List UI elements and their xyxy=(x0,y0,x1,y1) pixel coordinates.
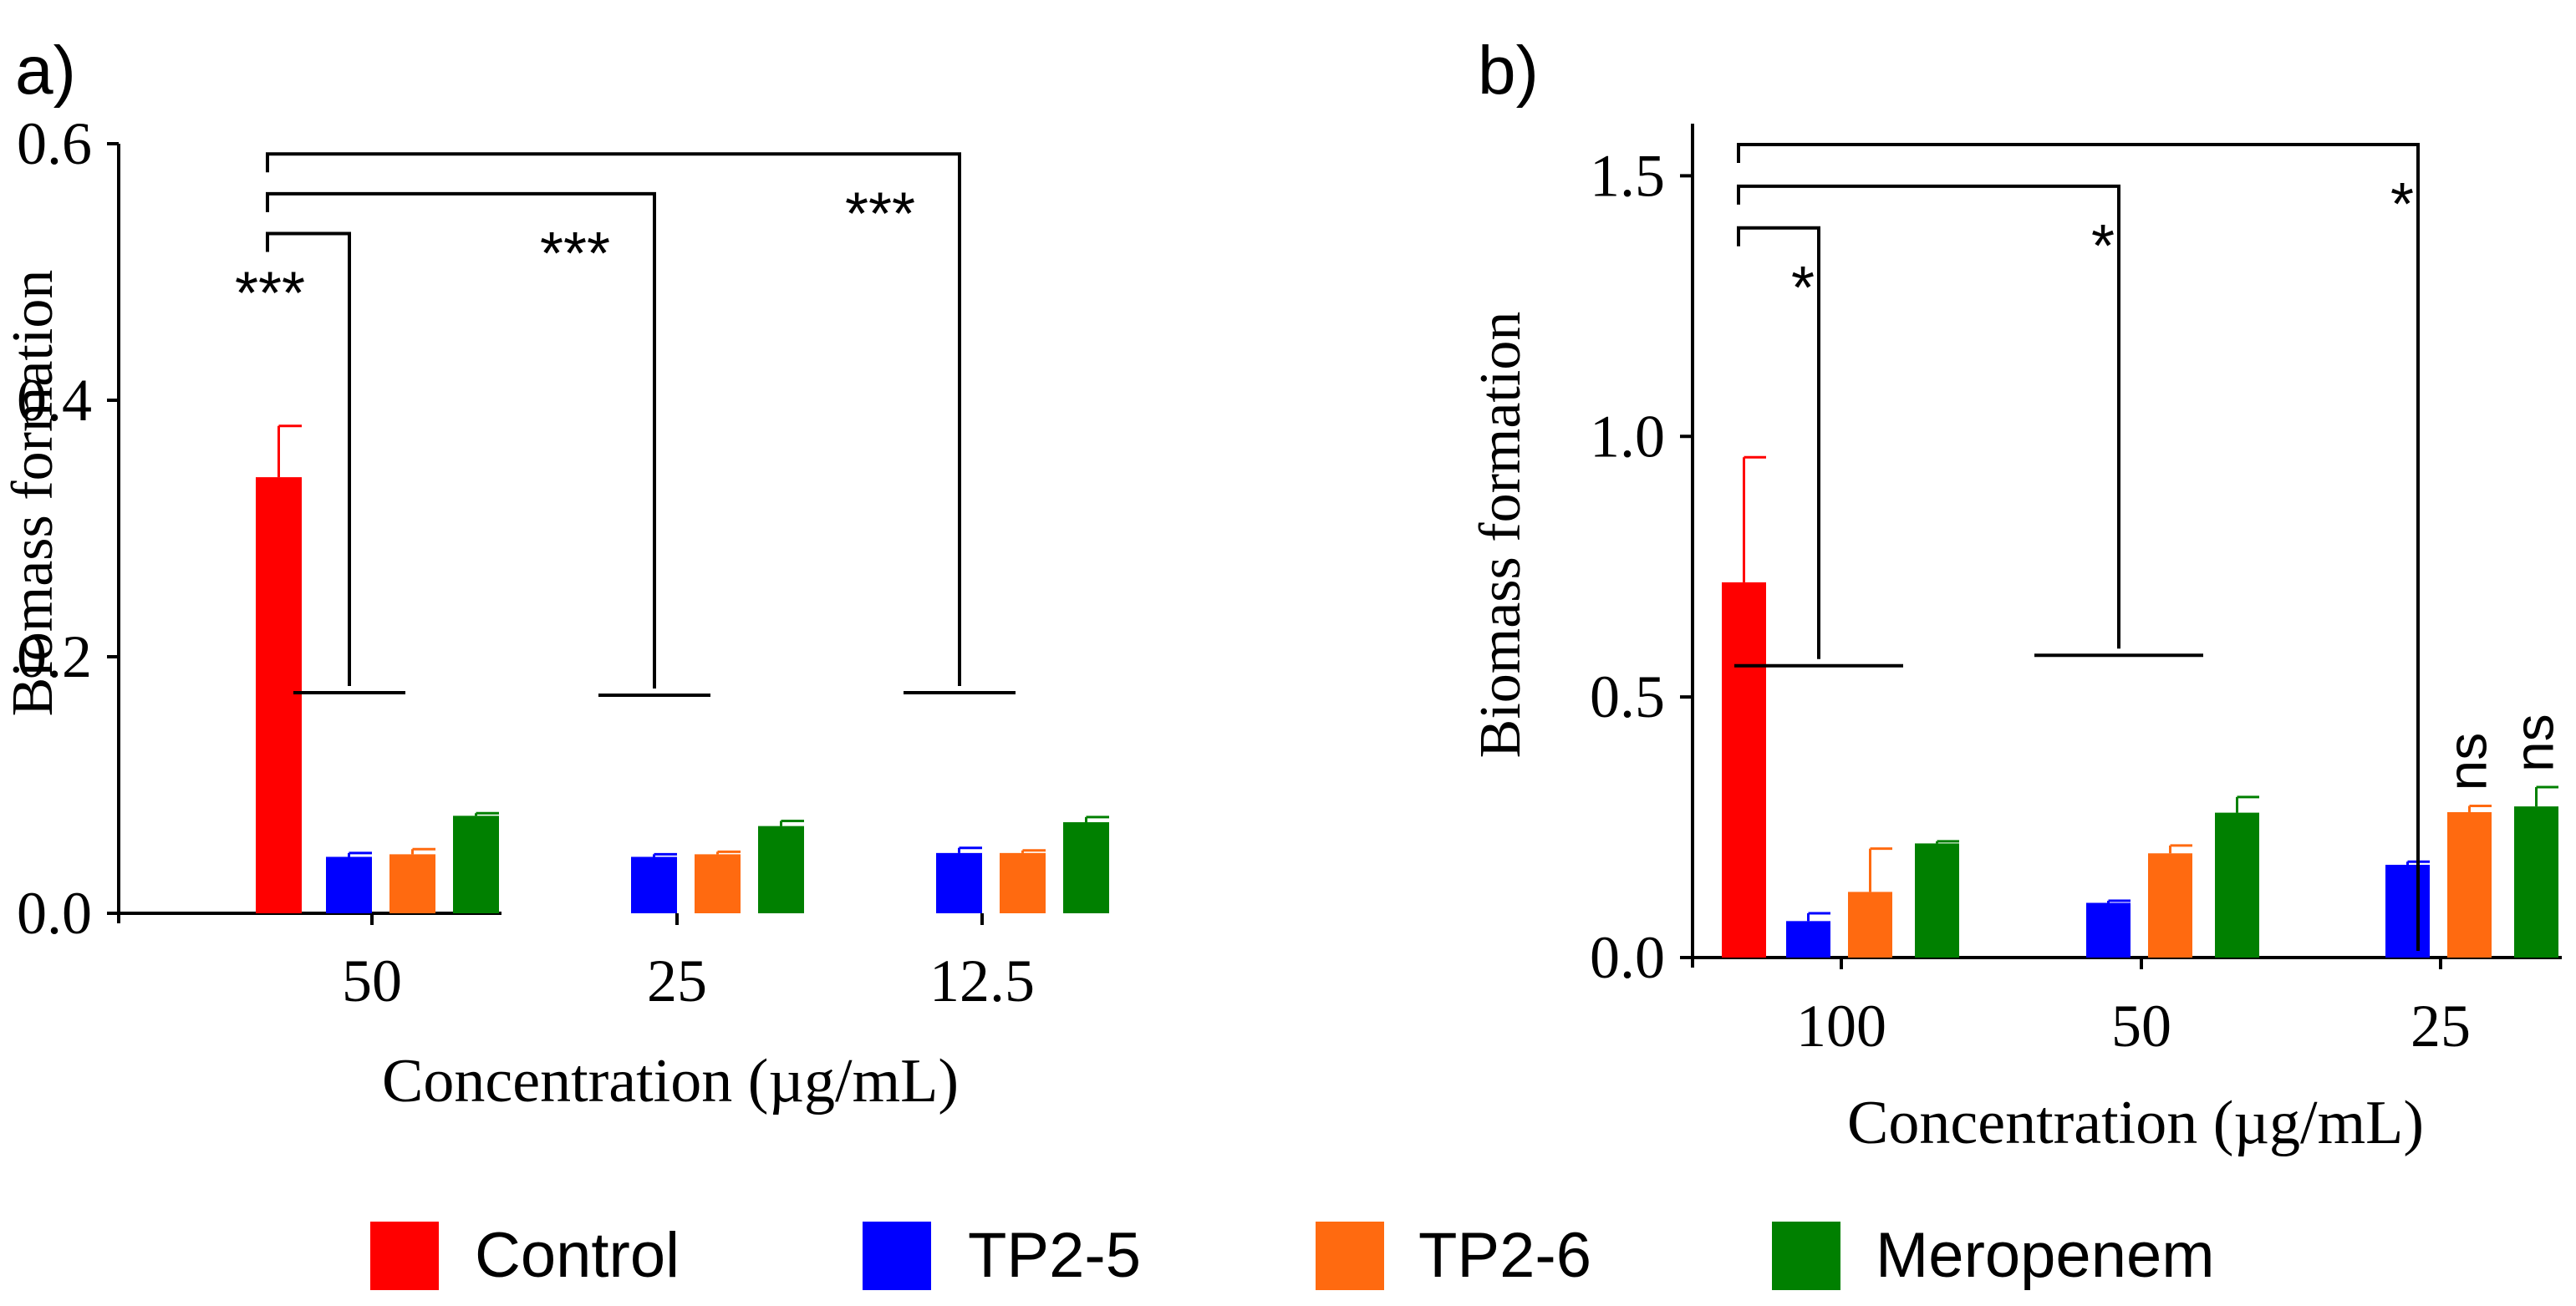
bar xyxy=(2447,811,2492,958)
significance-bracket xyxy=(1737,184,2120,649)
legend-label: TP2-6 xyxy=(1418,1220,1591,1291)
significance-bracket xyxy=(266,231,351,686)
y-tick-label: 0.0 xyxy=(1590,924,1665,991)
bar xyxy=(1786,921,1830,958)
axes: 0.0 0.2 0.4 0.6 50 25 12.5 xyxy=(17,110,1035,1014)
x-axis-label: Concentration (µg/mL) xyxy=(1847,1089,2424,1157)
bar xyxy=(2148,853,2192,958)
y-tick-label: 1.0 xyxy=(1590,403,1665,470)
y-tick-label: 0.2 xyxy=(17,623,92,690)
ns-annotation: ns xyxy=(2503,714,2565,772)
significance-label: * xyxy=(1791,255,1815,322)
legend-label: Control xyxy=(475,1220,680,1291)
x-tick-label: 50 xyxy=(2111,993,2171,1060)
y-axis-label: Biomass formation xyxy=(1469,312,1533,759)
panel-label: a) xyxy=(15,33,76,109)
legend-swatch xyxy=(370,1222,439,1290)
bar xyxy=(1000,852,1046,913)
significance-label: *** xyxy=(845,180,915,247)
bars xyxy=(1722,455,2558,958)
x-tick-label: 12.5 xyxy=(929,948,1035,1014)
y-tick-label: 0.6 xyxy=(17,110,92,177)
bar xyxy=(2215,812,2259,958)
bar xyxy=(389,854,435,913)
bar xyxy=(1063,822,1109,913)
significance-bracket xyxy=(1737,226,1820,659)
significance-bracket xyxy=(266,191,656,689)
y-tick-label: 0.4 xyxy=(17,367,92,434)
panel-b: b) Biomass formation Concentration (µg/m… xyxy=(1469,33,2565,1157)
y-tick-label: 1.5 xyxy=(1590,142,1665,209)
significance-label: * xyxy=(2091,213,2115,280)
legend-swatch xyxy=(1772,1222,1840,1290)
bar xyxy=(256,477,302,913)
x-tick-label: 100 xyxy=(1796,993,1886,1060)
bar xyxy=(2514,806,2558,958)
annotations: ns ns xyxy=(2436,714,2565,790)
ns-annotation: ns xyxy=(2436,733,2498,791)
bar xyxy=(2385,864,2430,958)
bar xyxy=(936,852,982,913)
x-tick-label: 50 xyxy=(342,948,402,1014)
legend-label: Meropenem xyxy=(1876,1220,2215,1291)
significance-brackets: *** *** *** xyxy=(235,152,1016,698)
legend-swatch xyxy=(1316,1222,1384,1290)
x-tick-label: 25 xyxy=(2411,993,2471,1060)
significance-bracket xyxy=(1737,142,2420,951)
significance-label: * xyxy=(2390,171,2414,238)
bar xyxy=(326,856,372,913)
bar xyxy=(631,856,677,913)
x-tick-label: 25 xyxy=(647,948,707,1014)
significance-label: *** xyxy=(540,221,610,287)
panel-a: a) Biomass formation Concentration (µg/m… xyxy=(1,33,1109,1115)
legend: Control TP2-5 TP2-6 Meropenem xyxy=(370,1220,2215,1291)
y-axis-label: Biomass formation xyxy=(1,270,65,717)
bar xyxy=(2086,902,2131,958)
bar xyxy=(453,816,499,913)
bar xyxy=(1722,582,1766,958)
bar xyxy=(1848,892,1892,958)
legend-swatch xyxy=(863,1222,931,1290)
panel-label: b) xyxy=(1478,33,1539,109)
y-tick-label: 0.5 xyxy=(1590,663,1665,730)
bar xyxy=(758,826,804,913)
bars xyxy=(256,424,1109,913)
significance-brackets: * * * xyxy=(1734,142,2420,951)
x-axis-label: Concentration (µg/mL) xyxy=(382,1047,959,1115)
bar xyxy=(695,854,741,913)
significance-bracket xyxy=(266,152,961,686)
legend-label: TP2-5 xyxy=(968,1220,1141,1291)
significance-label: *** xyxy=(235,260,305,327)
y-tick-label: 0.0 xyxy=(17,880,92,947)
bar xyxy=(1915,843,1959,958)
